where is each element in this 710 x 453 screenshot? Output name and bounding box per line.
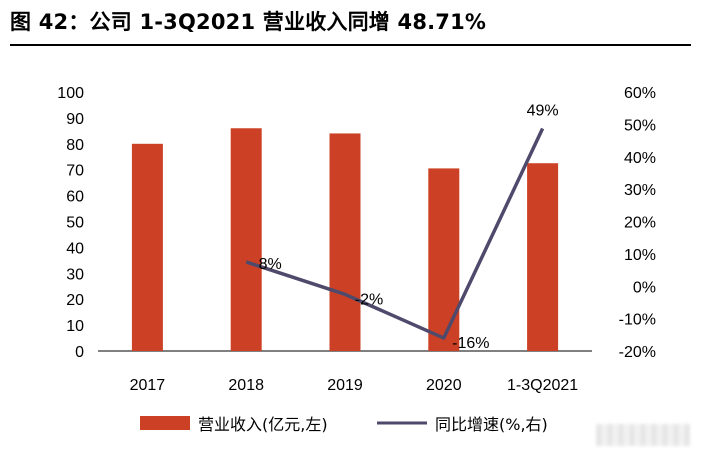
x-tick-label: 2018 [228,377,264,394]
line-series [245,127,545,340]
left-tick-label: 60 [66,189,84,206]
title-divider [10,44,691,46]
left-tick-label: 10 [66,318,84,335]
bar [230,128,262,351]
left-tick-label: 80 [66,137,84,154]
legend-swatch-bar [140,416,190,430]
right-tick-label: 0% [633,279,656,296]
legend-label-bar: 营业收入(亿元,左) [198,415,328,434]
left-tick-label: 100 [57,85,84,102]
right-tick-label: 60% [624,85,656,102]
right-tick-label: -20% [619,344,656,361]
x-tick-label: 2020 [426,377,462,394]
bar [329,133,361,351]
legend-label-line: 同比增速(%,右) [435,415,548,434]
x-tick-label: 2019 [327,377,363,394]
line-data-label: -2% [355,291,383,308]
line-data-label: 49% [527,103,559,120]
right-tick-label: 20% [624,215,656,232]
axes: 0 10 20 30 40 50 60 70 80 90 100 -20% -10% 0% 10% 20% 30… [57,85,656,394]
left-tick-label: 40 [66,240,84,257]
left-tick-label: 0 [75,344,84,361]
legend: 营业收入(亿元,左) 同比增速(%,右) [140,415,548,434]
line-path [245,127,545,340]
bar [527,163,559,351]
x-tick-label: 1-3Q2021 [507,377,578,394]
bar [428,168,460,351]
left-tick-label: 20 [66,292,84,309]
bar-series [131,128,559,351]
right-tick-label: 50% [624,117,656,134]
left-tick-label: 70 [66,163,84,180]
line-data-label: -16% [452,335,489,352]
left-tick-label: 50 [66,215,84,232]
right-tick-label: 10% [624,247,656,264]
right-tick-label: -10% [619,312,656,329]
watermark [596,424,690,446]
line-data-label: 8% [259,256,282,273]
left-tick-label: 90 [66,111,84,128]
left-tick-label: 30 [66,266,84,283]
x-tick-label: 2017 [130,377,166,394]
right-tick-label: 40% [624,150,656,167]
figure-title: 图 42：公司 1-3Q2021 营业收入同增 48.71% [10,10,487,34]
right-tick-label: 30% [624,182,656,199]
bar [131,143,163,351]
data-labels: 8% -2% -16% 49% [259,103,559,352]
